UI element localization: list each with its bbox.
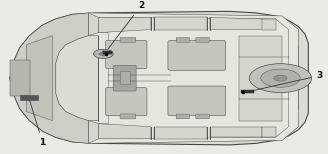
FancyBboxPatch shape	[120, 114, 136, 119]
FancyBboxPatch shape	[106, 87, 147, 116]
FancyBboxPatch shape	[106, 41, 147, 69]
Polygon shape	[10, 11, 308, 145]
Polygon shape	[262, 127, 276, 137]
FancyBboxPatch shape	[176, 37, 190, 42]
Polygon shape	[89, 13, 298, 143]
Polygon shape	[89, 121, 98, 143]
Polygon shape	[98, 124, 151, 139]
Bar	[20, 95, 38, 100]
FancyBboxPatch shape	[120, 72, 131, 85]
Circle shape	[99, 52, 107, 56]
FancyBboxPatch shape	[113, 65, 136, 91]
FancyBboxPatch shape	[120, 37, 136, 42]
Text: 2: 2	[108, 1, 144, 49]
FancyBboxPatch shape	[196, 114, 209, 119]
Bar	[10, 60, 30, 96]
Text: 3: 3	[250, 71, 323, 91]
Text: 1: 1	[30, 101, 46, 147]
Polygon shape	[98, 17, 151, 33]
FancyBboxPatch shape	[168, 41, 226, 70]
Polygon shape	[89, 13, 98, 36]
Bar	[103, 51, 112, 54]
Polygon shape	[154, 17, 207, 30]
Polygon shape	[210, 17, 262, 30]
Polygon shape	[210, 127, 262, 137]
Polygon shape	[154, 127, 207, 139]
Circle shape	[261, 69, 300, 87]
FancyBboxPatch shape	[196, 37, 209, 42]
FancyBboxPatch shape	[176, 114, 190, 119]
Bar	[239, 36, 282, 121]
Circle shape	[274, 75, 287, 81]
Polygon shape	[262, 19, 276, 30]
Polygon shape	[10, 13, 89, 143]
Bar	[241, 89, 254, 93]
FancyBboxPatch shape	[168, 86, 226, 116]
Polygon shape	[26, 36, 52, 121]
Circle shape	[93, 49, 113, 58]
Circle shape	[249, 64, 312, 93]
